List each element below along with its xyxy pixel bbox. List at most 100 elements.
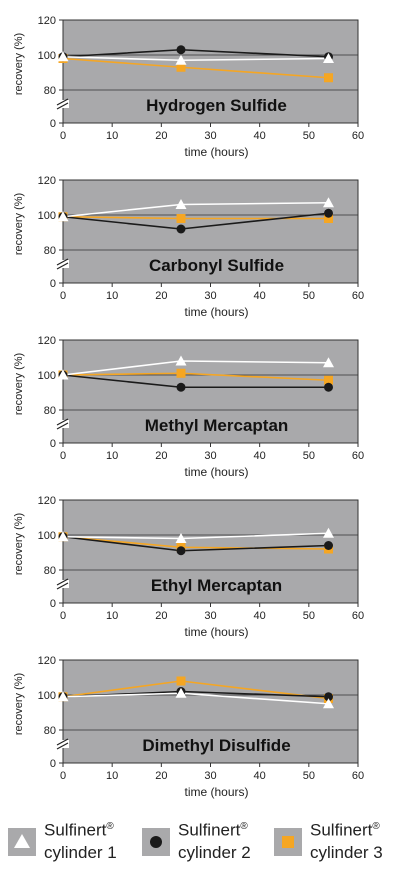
- data-point-cylinder-3: [176, 676, 186, 686]
- plot-background: [62, 179, 359, 284]
- data-point-cylinder-3: [176, 62, 186, 72]
- y-axis-label: recovery (%): [13, 673, 25, 735]
- y-tick-label: 120: [38, 335, 56, 347]
- axis-break-mark: [56, 258, 69, 266]
- x-tick-label: 10: [106, 130, 118, 142]
- y-tick-label: 100: [38, 530, 56, 542]
- chart-title: Dimethyl Disulfide: [142, 736, 290, 755]
- x-tick-label: 20: [155, 130, 167, 142]
- data-point-cylinder-1: [57, 51, 69, 62]
- axis-break-mark: [56, 738, 69, 746]
- plot-background: [62, 339, 359, 444]
- data-point-cylinder-2: [176, 546, 186, 556]
- x-tick-label: 60: [352, 130, 364, 142]
- chart-title: Carbonyl Sulfide: [149, 256, 284, 275]
- x-axis-label: time (hours): [184, 145, 248, 159]
- x-tick-label: 40: [254, 450, 266, 462]
- chart-3: 0 80 100 120 0 10 20 30 40 50 60 time (hours) recove…: [13, 335, 364, 479]
- y-tick-label: 0: [50, 278, 56, 290]
- chart-2: 0 80 100 120 0 10 20 30 40 50 60 time (hours) recove…: [13, 175, 364, 319]
- axis-break-mark: [56, 578, 69, 586]
- legend-item-cylinder-2: Sulfinert® cylinder 2: [142, 812, 267, 872]
- y-tick-label: 80: [44, 245, 56, 257]
- x-axis-label: time (hours): [184, 785, 248, 799]
- y-tick-label: 100: [38, 50, 56, 62]
- data-point-cylinder-3: [324, 73, 333, 83]
- y-tick-label: 0: [50, 758, 56, 770]
- axis-break-mark: [56, 102, 69, 110]
- data-point-cylinder-2: [176, 224, 186, 234]
- y-tick-label: 100: [38, 210, 56, 222]
- data-point-cylinder-1: [323, 527, 334, 538]
- data-point-cylinder-1: [323, 357, 334, 368]
- legend-item-cylinder-1: Sulfinert® cylinder 1: [8, 812, 133, 872]
- x-tick-label: 0: [60, 450, 66, 462]
- legend-label-cylinder-1: Sulfinert® cylinder 1: [44, 820, 117, 862]
- legend-label-cylinder-2: Sulfinert® cylinder 2: [178, 820, 251, 862]
- axis-break-gap: [57, 740, 69, 748]
- x-tick-label: 60: [352, 290, 364, 302]
- x-axis-label: time (hours): [184, 625, 248, 639]
- x-tick-label: 20: [155, 770, 167, 782]
- x-tick-label: 60: [352, 770, 364, 782]
- y-tick-label: 0: [50, 118, 56, 130]
- data-point-cylinder-2: [324, 382, 333, 392]
- x-tick-label: 10: [106, 290, 118, 302]
- data-point-cylinder-2: [176, 45, 186, 55]
- x-tick-label: 50: [303, 610, 315, 622]
- chart-title: Hydrogen Sulfide: [146, 96, 287, 115]
- axis-break-mark: [56, 418, 69, 426]
- orange-square-icon: [282, 836, 294, 848]
- x-tick-label: 10: [106, 610, 118, 622]
- x-tick-label: 50: [303, 770, 315, 782]
- x-tick-label: 10: [106, 770, 118, 782]
- plot-background: [62, 499, 359, 604]
- x-tick-label: 0: [60, 610, 66, 622]
- x-tick-label: 60: [352, 450, 364, 462]
- x-tick-label: 60: [352, 610, 364, 622]
- axis-break-gap: [57, 420, 69, 428]
- y-axis-label: recovery (%): [13, 33, 25, 95]
- data-point-cylinder-1: [57, 691, 69, 702]
- data-point-cylinder-1: [175, 687, 187, 698]
- x-tick-label: 30: [204, 770, 216, 782]
- y-tick-label: 80: [44, 725, 56, 737]
- x-tick-label: 20: [155, 610, 167, 622]
- y-tick-label: 100: [38, 370, 56, 382]
- axis-break-gap: [57, 100, 69, 108]
- x-tick-label: 30: [204, 610, 216, 622]
- legend-label-cylinder-3: Sulfinert® cylinder 3: [310, 820, 383, 862]
- data-point-cylinder-1: [175, 199, 187, 209]
- chart-title: Ethyl Mercaptan: [151, 576, 282, 595]
- x-tick-label: 0: [60, 770, 66, 782]
- x-tick-label: 30: [204, 450, 216, 462]
- axis-break-mark: [56, 422, 69, 430]
- data-point-cylinder-1: [175, 54, 187, 65]
- data-point-cylinder-1: [175, 355, 187, 366]
- x-tick-label: 0: [60, 290, 66, 302]
- x-tick-label: 20: [155, 450, 167, 462]
- chart-4: 0 80 100 120 0 10 20 30 40 50 60 time (hours) recove…: [13, 495, 364, 639]
- y-tick-label: 80: [44, 405, 56, 417]
- y-tick-label: 120: [38, 495, 56, 507]
- x-tick-label: 50: [303, 290, 315, 302]
- x-tick-label: 0: [60, 130, 66, 142]
- x-tick-label: 50: [303, 450, 315, 462]
- data-point-cylinder-2: [324, 692, 333, 702]
- plot-background: [62, 659, 359, 764]
- x-tick-label: 30: [204, 290, 216, 302]
- legend-swatch-cylinder-1: [8, 828, 36, 856]
- y-tick-label: 120: [38, 15, 56, 27]
- y-axis-label: recovery (%): [13, 353, 25, 415]
- axis-break-mark: [56, 742, 69, 750]
- x-tick-label: 20: [155, 290, 167, 302]
- y-tick-label: 120: [38, 175, 56, 187]
- data-point-cylinder-2: [324, 541, 333, 550]
- axis-break-mark: [56, 582, 69, 590]
- x-axis-label: time (hours): [184, 465, 248, 479]
- x-tick-label: 40: [254, 130, 266, 142]
- legend: Sulfinert® cylinder 1 Sulfinert® cylinde…: [0, 812, 403, 872]
- axis-break-gap: [57, 260, 69, 268]
- data-point-cylinder-3: [176, 368, 186, 378]
- y-tick-label: 0: [50, 598, 56, 610]
